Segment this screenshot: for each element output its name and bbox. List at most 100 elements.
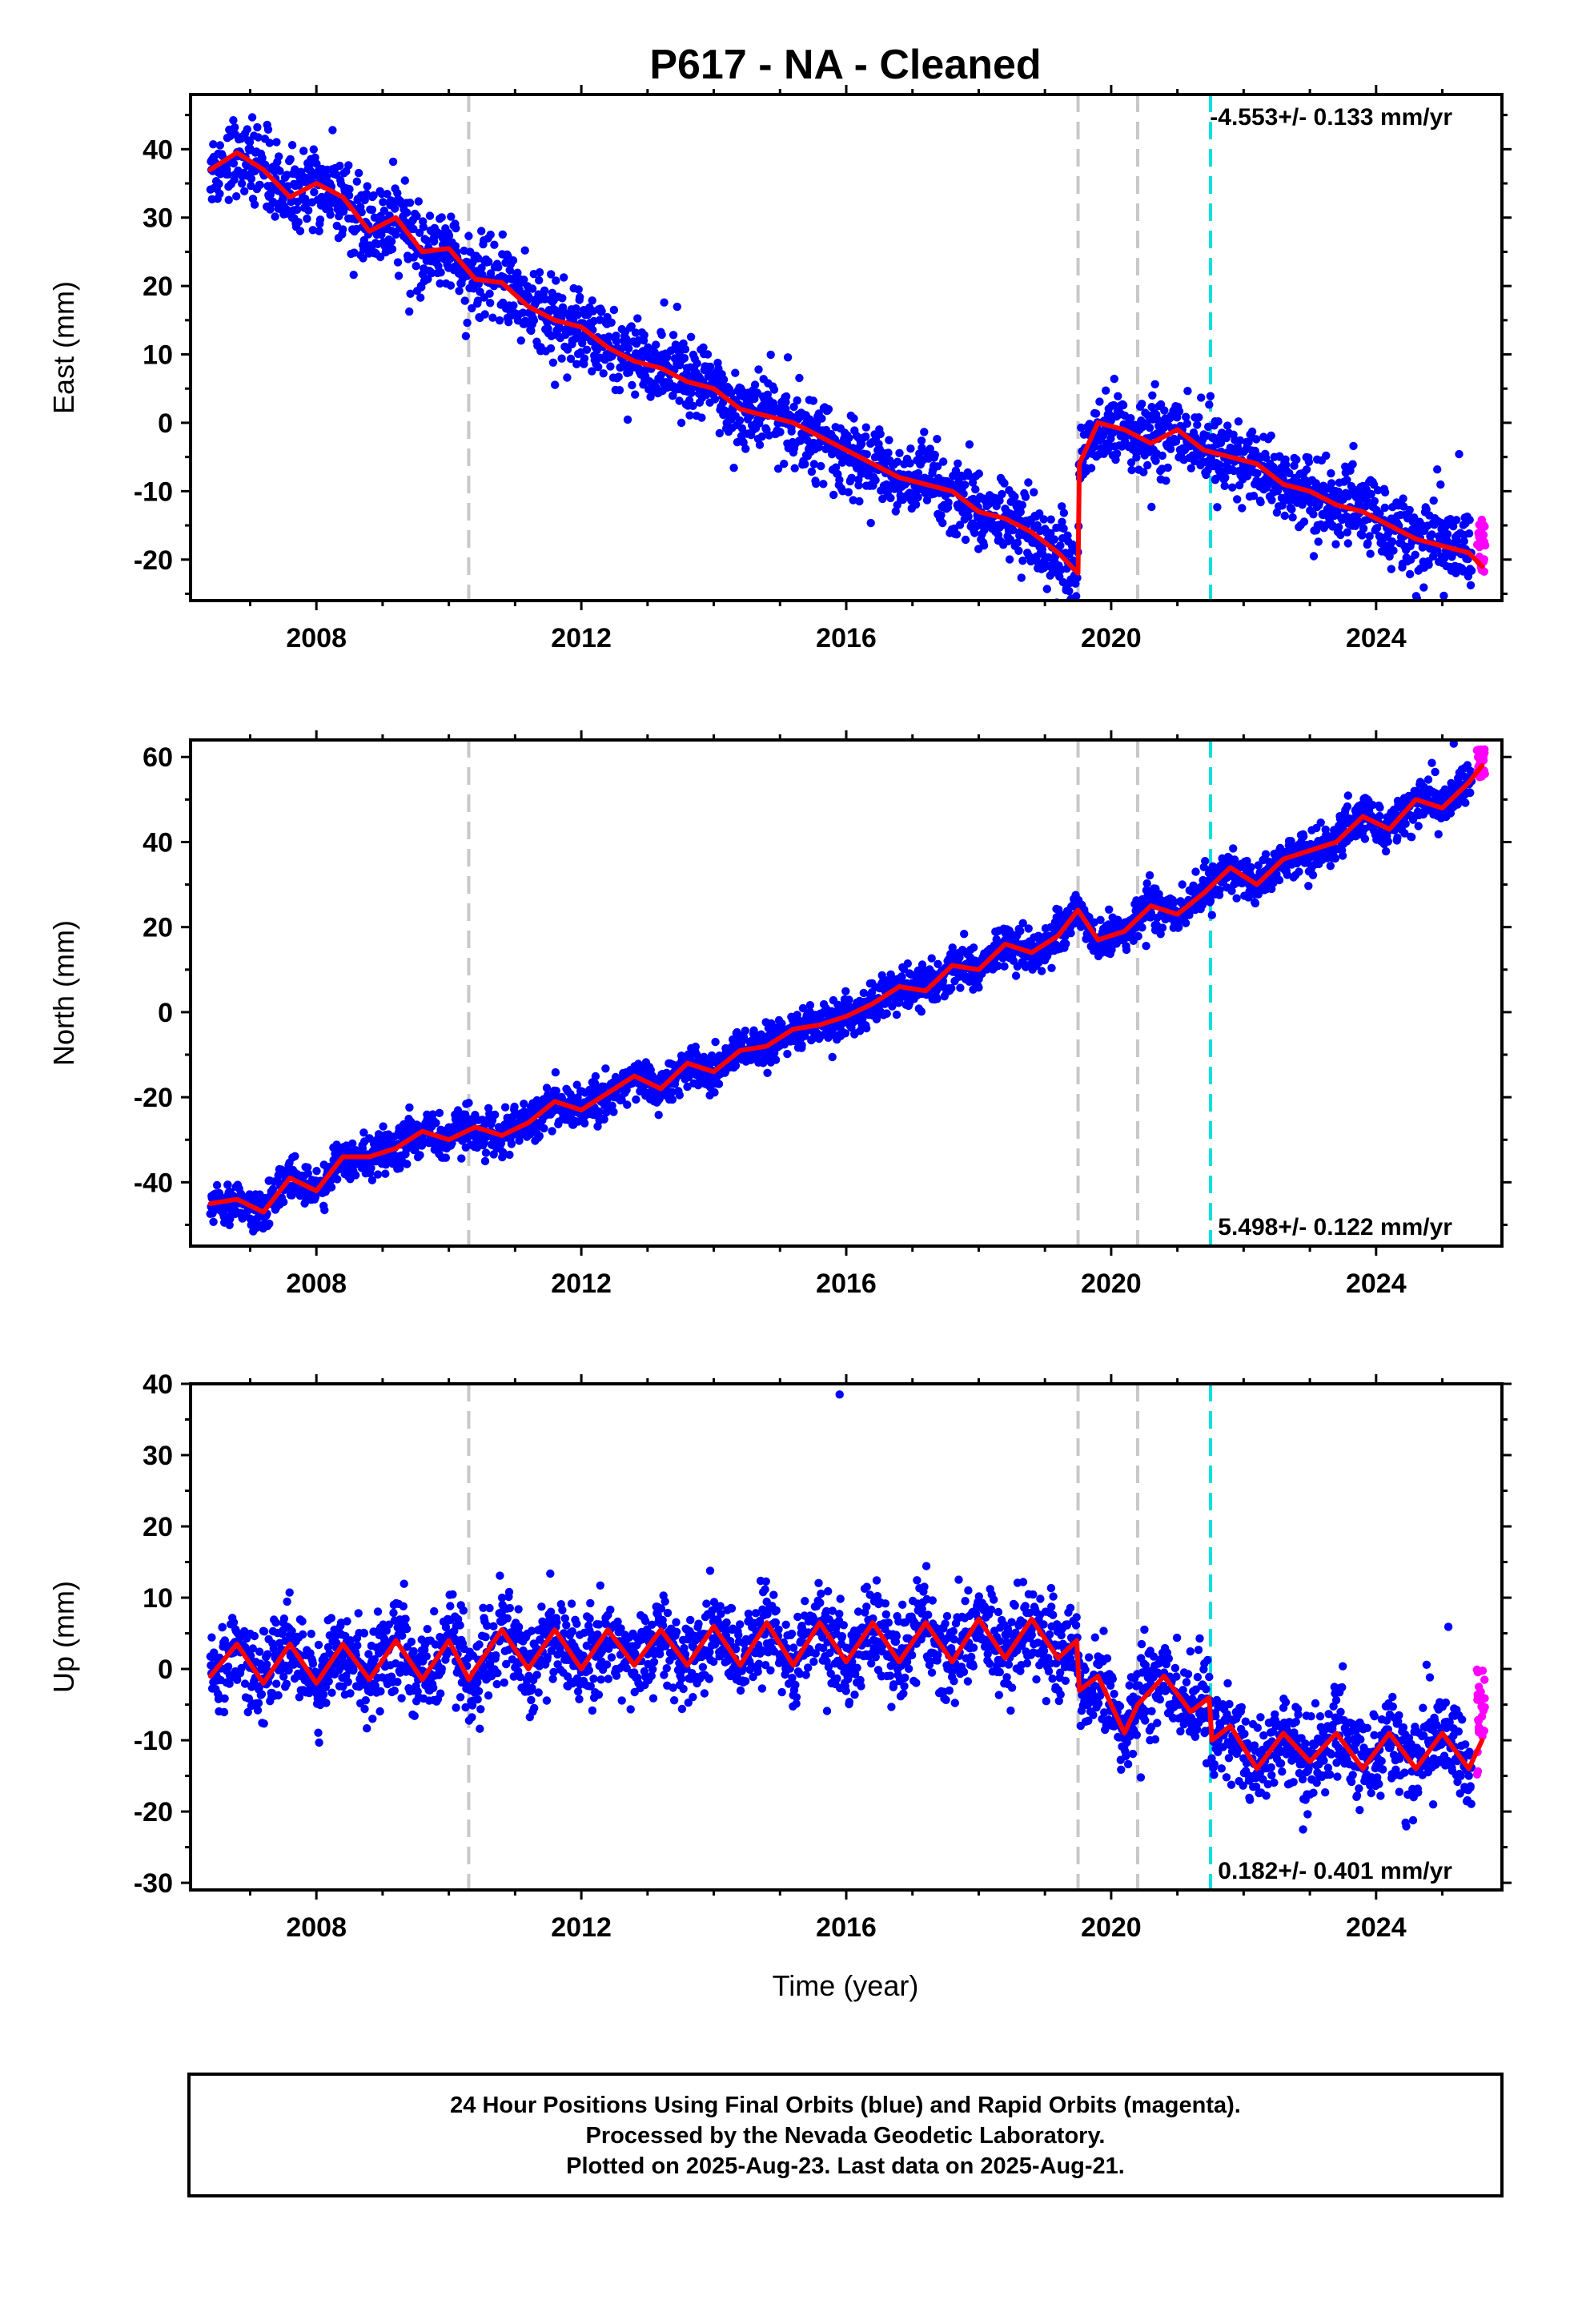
data-point: [510, 1102, 519, 1112]
data-point: [882, 1009, 891, 1018]
data-point: [835, 476, 844, 485]
data-point: [250, 200, 259, 209]
data-point: [344, 191, 354, 200]
data-point: [446, 281, 456, 290]
data-point: [468, 304, 476, 313]
data-point: [396, 1164, 404, 1173]
data-point: [974, 469, 984, 478]
data-point: [1138, 400, 1146, 408]
data-point: [1122, 945, 1131, 955]
data-point: [769, 385, 779, 394]
data-point: [1247, 427, 1257, 436]
data-point: [960, 930, 969, 939]
data-point: [244, 65, 252, 73]
data-point: [1466, 581, 1476, 589]
data-point: [1288, 513, 1297, 522]
data-point: [359, 254, 367, 263]
y-tick-label: 40: [143, 135, 173, 165]
rapid-orbit-point: [1478, 537, 1487, 547]
data-point: [780, 460, 789, 468]
data-point: [310, 187, 319, 197]
data-point: [505, 1150, 514, 1160]
data-point: [320, 1205, 329, 1215]
data-point: [737, 424, 747, 433]
data-point: [263, 125, 273, 134]
data-point: [1145, 870, 1154, 880]
data-point: [944, 498, 953, 507]
data-point: [1013, 538, 1022, 547]
data-point: [566, 354, 576, 364]
data-point: [798, 1003, 808, 1013]
data-point: [697, 413, 706, 422]
data-point: [1335, 523, 1343, 532]
data-point: [295, 227, 305, 235]
data-point: [1205, 400, 1214, 409]
data-point: [1439, 591, 1448, 601]
data-point: [1299, 517, 1309, 526]
data-point: [862, 450, 871, 459]
data-point: [578, 339, 587, 348]
data-point: [304, 206, 313, 215]
data-point: [509, 301, 518, 310]
data-point: [300, 59, 308, 67]
data-point: [667, 346, 676, 355]
data-point: [683, 1082, 692, 1092]
data-point: [787, 427, 796, 436]
data-point: [423, 236, 432, 245]
data-point: [680, 354, 689, 363]
data-point: [1005, 555, 1014, 564]
data-point: [379, 1122, 387, 1131]
data-point: [1280, 511, 1289, 521]
data-point: [841, 987, 850, 996]
data-point: [1387, 537, 1397, 546]
data-point: [308, 226, 317, 235]
data-point: [773, 464, 783, 473]
data-point: [1380, 488, 1390, 497]
data-point: [387, 244, 397, 254]
data-point: [1327, 479, 1336, 488]
data-point: [757, 1030, 765, 1039]
data-point: [1059, 509, 1069, 517]
data-point: [528, 284, 537, 293]
data-point: [741, 1026, 750, 1035]
data-point: [1118, 400, 1128, 410]
data-point: [424, 275, 432, 283]
data-point: [237, 179, 247, 188]
data-point: [1232, 894, 1241, 903]
data-point: [1158, 923, 1167, 932]
data-point: [1126, 414, 1135, 423]
data-point: [1182, 412, 1191, 421]
data-point: [268, 1184, 278, 1194]
data-point: [1429, 496, 1438, 505]
data-point: [452, 223, 460, 233]
data-point: [303, 1169, 312, 1178]
data-point: [1228, 483, 1237, 492]
data-point: [265, 1219, 274, 1228]
data-point: [847, 473, 856, 482]
data-point: [225, 1220, 234, 1230]
data-point: [416, 293, 425, 302]
data-point: [1142, 942, 1150, 951]
data-point: [1018, 501, 1027, 509]
data-point: [1110, 374, 1119, 384]
data-point: [998, 489, 1006, 499]
data-point: [1150, 380, 1159, 388]
data-point: [797, 1040, 806, 1050]
data-point: [1343, 476, 1351, 485]
data-point: [623, 415, 632, 424]
data-point: [1039, 515, 1048, 524]
data-point: [906, 444, 915, 453]
data-point: [299, 147, 308, 155]
data-point: [327, 1183, 336, 1192]
data-point: [326, 210, 335, 219]
data-point: [793, 396, 801, 405]
final-orbit-points: [206, 740, 1476, 1236]
data-point: [419, 223, 428, 231]
data-point: [447, 212, 456, 221]
rate-annotation: -4.553+/- 0.133 mm/yr: [1210, 104, 1452, 131]
data-point: [789, 402, 798, 412]
data-point: [548, 288, 556, 297]
data-point: [782, 392, 791, 401]
data-point: [766, 350, 775, 360]
data-point: [961, 480, 970, 489]
